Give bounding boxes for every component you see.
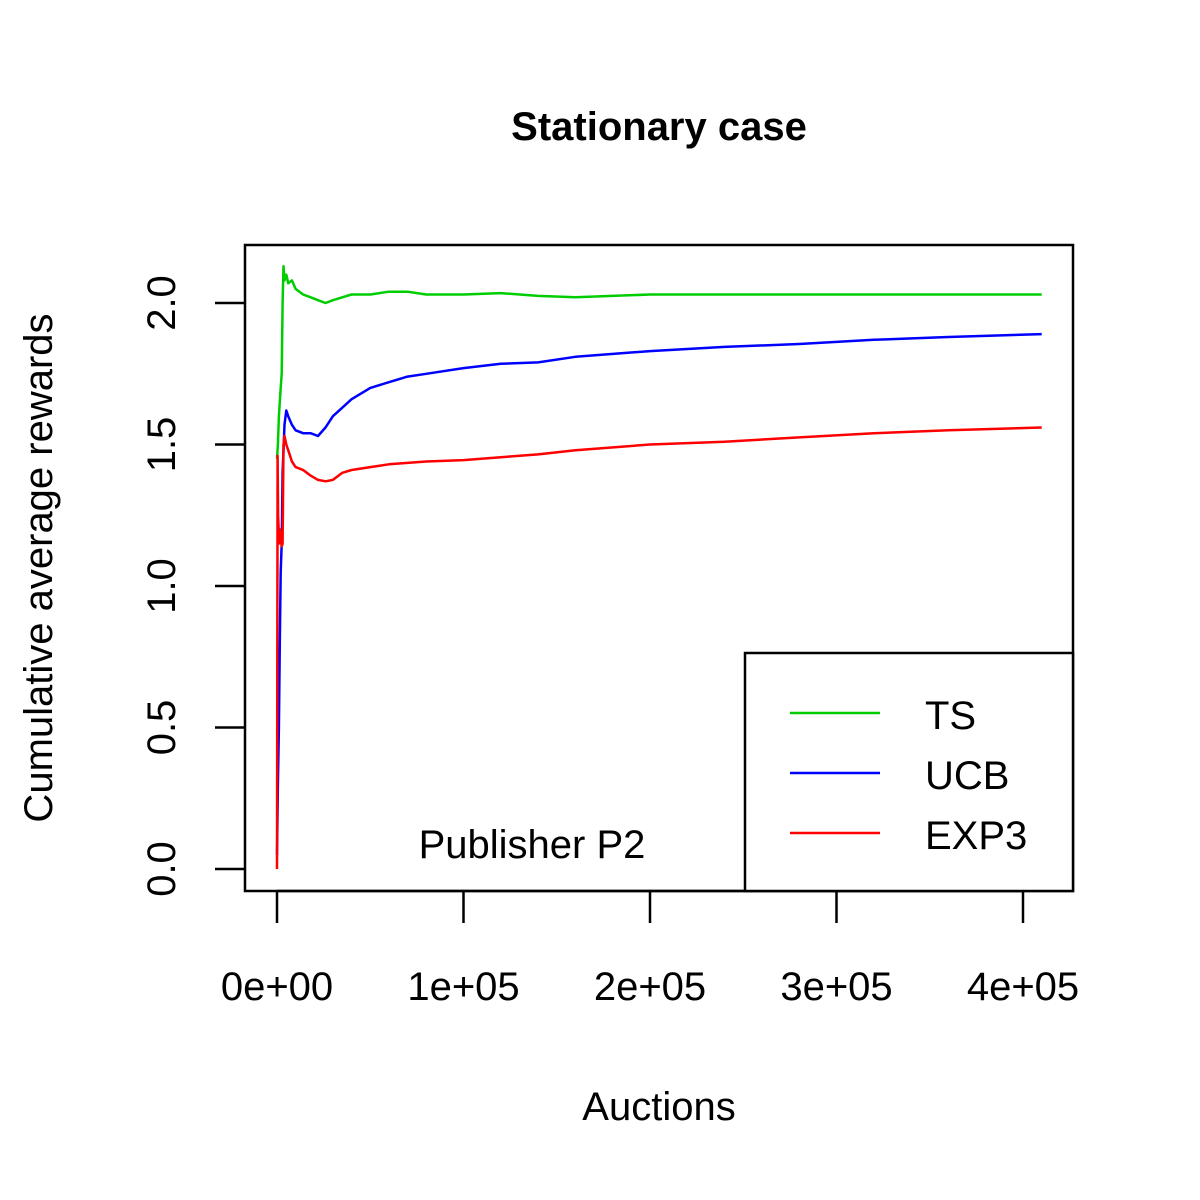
x-tick-label: 4e+05 — [967, 965, 1079, 1009]
series-line-exp3 — [275, 426, 1042, 870]
legend: TS UCB EXP3 — [743, 651, 1075, 893]
series-line-ts — [275, 264, 1042, 459]
y-axis: 0.0 0.5 1.0 1.5 2.0 — [140, 275, 245, 897]
x-tick-label: 0e+00 — [221, 965, 333, 1009]
x-tick-label: 3e+05 — [780, 965, 892, 1009]
legend-label-ts: TS — [925, 694, 976, 738]
x-tick-label: 2e+05 — [594, 965, 706, 1009]
annotation-publisher: Publisher P2 — [419, 823, 646, 867]
y-tick-label: 0.0 — [140, 841, 184, 897]
y-axis-label: Cumulative average rewards — [17, 313, 61, 822]
y-tick-label: 1.5 — [140, 417, 184, 473]
legend-label-exp3: EXP3 — [925, 814, 1027, 858]
x-axis: 0e+00 1e+05 2e+05 3e+05 4e+05 — [221, 889, 1079, 1009]
series-lines — [275, 264, 1042, 870]
y-tick-label: 2.0 — [140, 275, 184, 331]
legend-label-ucb: UCB — [925, 754, 1009, 798]
x-tick-label: 1e+05 — [407, 965, 519, 1009]
y-tick-label: 1.0 — [140, 558, 184, 614]
x-axis-label: Auctions — [582, 1085, 735, 1129]
y-tick-label: 0.5 — [140, 700, 184, 756]
chart-title: Stationary case — [511, 105, 807, 149]
